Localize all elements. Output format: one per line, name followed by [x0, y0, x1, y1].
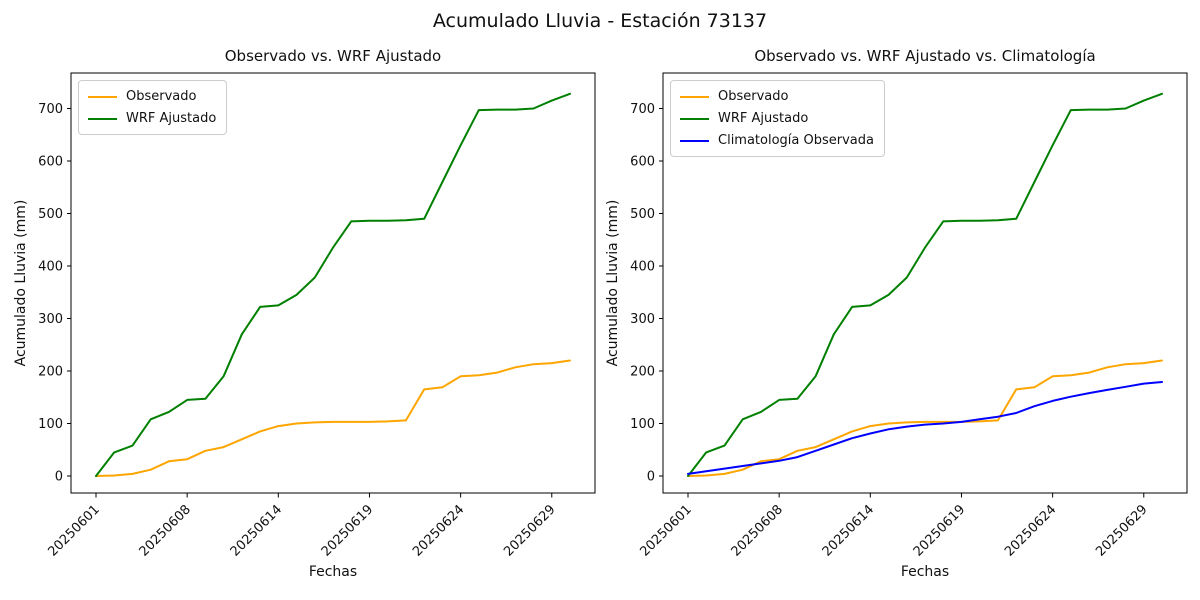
y-tick-label: 100	[38, 417, 63, 432]
x-tick-label: 20250601	[45, 502, 102, 559]
legend-label: WRF Ajustado	[126, 111, 217, 126]
x-tick-label: 20250629	[1093, 502, 1150, 559]
legend-item: WRF Ajustado	[88, 110, 216, 127]
legend-line-swatch	[88, 95, 117, 98]
y-tick-label: 600	[38, 155, 63, 170]
legend-line-swatch	[680, 139, 709, 142]
x-tick-label: 20250608	[137, 502, 194, 559]
legend-line-swatch	[680, 117, 709, 120]
y-tick-label: 700	[38, 102, 63, 117]
legend-item: Observado	[88, 88, 216, 105]
y-tick-label: 700	[630, 102, 655, 117]
x-tick-label: 20250614	[820, 502, 877, 559]
y-tick-label: 200	[630, 365, 655, 380]
series-line-wrf-ajustado	[687, 92, 1163, 477]
x-tick-label: 20250614	[228, 502, 285, 559]
right-subplot-title: Observado vs. WRF Ajustado vs. Climatolo…	[754, 47, 1096, 65]
y-tick-label: 600	[630, 155, 655, 170]
y-tick-label: 200	[38, 365, 63, 380]
legend-item: WRF Ajustado	[680, 110, 874, 127]
x-tick-label: 20250601	[637, 502, 694, 559]
legend-label: WRF Ajustado	[718, 111, 809, 126]
left-x-axis-label: Fechas	[308, 564, 358, 580]
series-line-wrf-ajustado	[95, 92, 571, 477]
y-tick-label: 300	[38, 312, 63, 327]
y-tick-label: 400	[38, 260, 63, 275]
x-tick-label: 20250624	[410, 502, 467, 559]
y-tick-label: 500	[38, 207, 63, 222]
legend-label: Observado	[126, 89, 197, 104]
x-tick-label: 20250629	[501, 502, 558, 559]
series-line-observado	[687, 359, 1163, 477]
axes-frame	[70, 72, 596, 494]
right-x-axis-label: Fechas	[900, 564, 950, 580]
x-tick-label: 20250608	[729, 502, 786, 559]
right-legend: Observado WRF Ajustado Climatología Observ…	[670, 80, 885, 157]
legend-line-swatch	[88, 117, 117, 120]
legend-line-swatch	[680, 95, 709, 98]
series-line-observado	[95, 359, 571, 477]
left-subplot-title: Observado vs. WRF Ajustado	[224, 47, 442, 65]
x-tick-label: 20250624	[1002, 502, 1059, 559]
x-tick-label: 20250619	[319, 502, 376, 559]
legend-label: Climatología Observada	[718, 133, 874, 148]
y-tick-label: 0	[55, 470, 63, 485]
legend-item: Climatología Observada	[680, 132, 874, 149]
y-tick-label: 300	[630, 312, 655, 327]
series-line-climatolog-a-observada	[687, 381, 1163, 475]
figure-title: Acumulado Lluvia - Estación 73137	[432, 10, 768, 32]
y-tick-label: 500	[630, 207, 655, 222]
left-legend: Observado WRF Ajustado	[78, 80, 228, 135]
y-tick-label: 0	[647, 470, 655, 485]
x-tick-label: 20250619	[911, 502, 968, 559]
legend-item: Observado	[680, 88, 874, 105]
y-tick-label: 400	[630, 260, 655, 275]
y-tick-label: 100	[630, 417, 655, 432]
legend-label: Observado	[718, 89, 789, 104]
axes-frame	[662, 72, 1188, 494]
